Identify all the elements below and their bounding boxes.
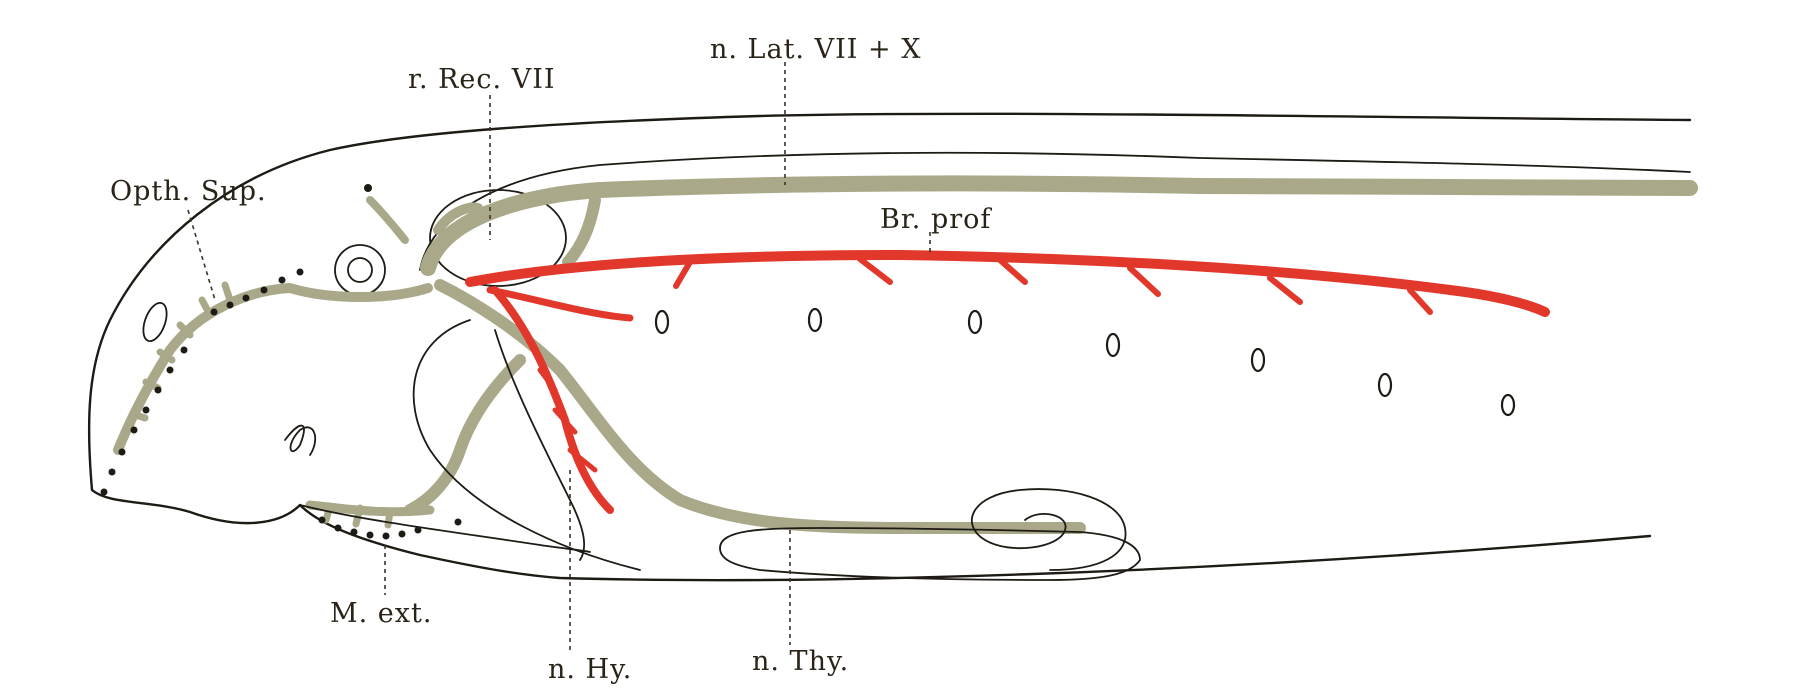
dorsal-contour (87, 112, 1692, 582)
label-n-rec-vii: r. Rec. VII (408, 64, 556, 95)
gill-slit (807, 307, 823, 333)
branchial-nerve (465, 250, 1550, 514)
gill-slit (1105, 332, 1121, 358)
eye (334, 244, 386, 296)
sensory-pits (100, 184, 462, 540)
label-n-lat: n. Lat. VII + X (710, 34, 921, 65)
gill-slit (654, 309, 670, 335)
label-opth-sup: Opth. Sup. (110, 176, 267, 207)
gill-slit (1377, 372, 1393, 398)
labels: Opth. Sup. r. Rec. VII n. Lat. VII + X B… (110, 34, 992, 685)
label-m-ext: M. ext. (330, 598, 432, 629)
hyoid-thymus-nerves (305, 279, 1086, 535)
gill-slits (654, 307, 1516, 417)
label-n-hy: n. Hy. (548, 654, 632, 685)
otic-capsule (429, 189, 567, 287)
lateral-line-nerve (420, 175, 1698, 276)
notochord-line (419, 151, 1691, 271)
body-outline (87, 112, 1692, 582)
label-n-thy: n. Thy. (752, 646, 849, 677)
spiral-gut (719, 488, 1141, 581)
leader-lines (187, 62, 931, 650)
gill-slit (967, 309, 983, 335)
gill-slit (1250, 347, 1266, 373)
throat-arches (284, 319, 641, 571)
gill-slit (1500, 393, 1516, 417)
nasal-pit (142, 301, 168, 343)
label-br-prof: Br. prof (880, 204, 992, 235)
